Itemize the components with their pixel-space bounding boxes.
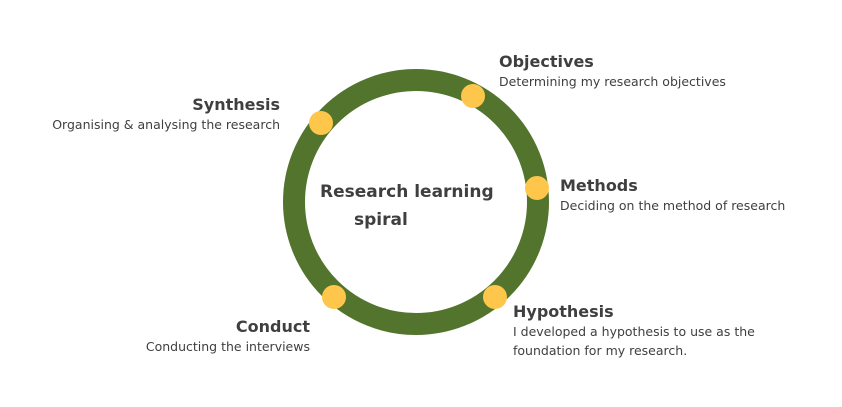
node-methods (525, 176, 549, 200)
step-hypothesis: Hypothesis I developed a hypothesis to u… (513, 302, 793, 360)
center-title: Research learning spiral (320, 178, 510, 234)
step-title: Methods (560, 176, 638, 195)
node-synthesis (309, 111, 333, 135)
step-objectives: Objectives Determining my research objec… (499, 52, 726, 91)
research-ring (283, 69, 549, 335)
step-description: Deciding on the method of research (560, 198, 786, 213)
step-description: Conducting the interviews (145, 339, 310, 354)
step-synthesis: Synthesis Organising & analysing the res… (52, 95, 280, 134)
step-title: Objectives (499, 52, 594, 71)
step-methods: Methods Deciding on the method of resear… (560, 176, 785, 215)
step-title: Conduct (235, 317, 310, 336)
center-title-line1: Research learning (320, 182, 494, 202)
node-objectives (461, 84, 485, 108)
center-title-line2: spiral (354, 210, 408, 230)
step-description: I developed a hypothesis to use as the f… (513, 324, 755, 358)
step-description: Determining my research objectives (499, 74, 726, 89)
node-hypothesis (483, 285, 507, 309)
step-title: Hypothesis (513, 302, 614, 321)
step-title: Synthesis (192, 95, 280, 114)
node-conduct (322, 285, 346, 309)
step-description: Organising & analysing the research (52, 117, 280, 132)
step-conduct: Conduct Conducting the interviews (146, 317, 310, 356)
